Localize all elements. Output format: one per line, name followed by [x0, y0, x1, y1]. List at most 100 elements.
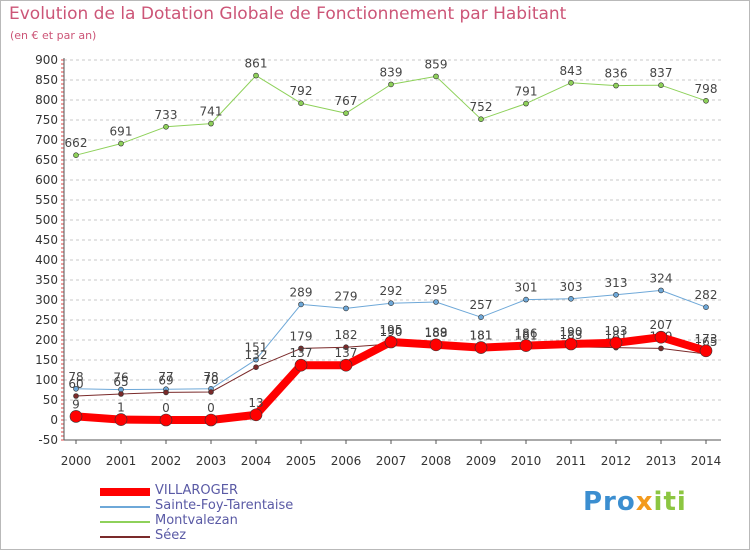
y-tick-label: 200	[35, 333, 58, 347]
data-label: 741	[200, 105, 223, 119]
legend-swatch	[100, 506, 150, 508]
data-label: 137	[335, 346, 358, 360]
data-point	[568, 80, 574, 86]
y-tick-label: 100	[35, 373, 58, 387]
data-point	[703, 304, 709, 311]
data-label: 76	[113, 371, 128, 385]
y-tick-label: 850	[35, 73, 58, 87]
data-point	[163, 124, 169, 130]
data-label: 188	[425, 326, 448, 340]
data-point	[658, 345, 664, 352]
data-label: 289	[290, 285, 313, 299]
data-label: 9	[72, 397, 80, 411]
data-point	[253, 364, 259, 371]
data-point	[253, 356, 259, 363]
data-point	[388, 81, 394, 88]
legend-label: Montvalezan	[155, 513, 238, 528]
data-label: 137	[290, 346, 313, 360]
data-point	[343, 305, 349, 312]
logo-part-2: x	[635, 487, 654, 517]
data-label: 195	[380, 323, 403, 337]
legend-item: Séez	[100, 528, 400, 544]
data-label: 179	[290, 329, 313, 343]
data-label: 292	[380, 284, 403, 298]
data-point	[519, 339, 533, 352]
data-label: 0	[207, 401, 215, 415]
logo-part-3: iti	[653, 487, 687, 517]
data-label: 767	[335, 94, 358, 108]
data-label: 78	[203, 370, 218, 384]
data-label: 798	[695, 82, 718, 96]
data-point	[523, 296, 529, 303]
data-point	[114, 413, 128, 426]
data-point	[208, 120, 214, 127]
x-tick-label: 2008	[421, 454, 452, 468]
y-tick-label: 350	[35, 273, 58, 287]
x-tick-label: 2013	[646, 454, 677, 468]
data-point	[204, 413, 218, 427]
data-point	[429, 338, 443, 352]
data-point	[609, 336, 623, 350]
data-point	[564, 337, 578, 351]
data-point	[478, 314, 484, 321]
legend-item: Sainte-Foy-Tarentaise	[100, 498, 400, 514]
data-point	[253, 72, 259, 79]
y-tick-label: 650	[35, 153, 58, 167]
data-label: 70	[203, 373, 218, 387]
data-label: 151	[245, 341, 268, 355]
data-label: 183	[560, 328, 583, 342]
data-label: 0	[162, 401, 170, 415]
x-tick-label: 2001	[106, 454, 137, 468]
chart-title: Evolution de la Dotation Globale de Fonc…	[9, 4, 567, 24]
x-tick-label: 2003	[196, 454, 227, 468]
data-label: 186	[515, 327, 538, 341]
data-point	[568, 295, 574, 302]
data-point	[73, 152, 79, 158]
data-label: 295	[425, 283, 448, 297]
data-label: 301	[515, 281, 538, 295]
data-point	[118, 140, 124, 147]
chart-subtitle: (en € et par an)	[10, 29, 97, 42]
legend-swatch	[100, 521, 150, 523]
data-label: 837	[650, 66, 673, 80]
data-label: 173	[695, 332, 718, 346]
data-label: 791	[515, 85, 538, 99]
legend-label: VILLAROGER	[155, 483, 238, 498]
data-point	[118, 391, 124, 397]
y-tick-label: 800	[35, 93, 58, 107]
y-tick-label: 50	[43, 393, 58, 407]
y-tick-label: 300	[35, 293, 58, 307]
data-label: 60	[68, 377, 83, 391]
data-point	[654, 330, 668, 344]
data-point	[298, 100, 304, 106]
data-label: 313	[605, 276, 628, 290]
data-label: 132	[245, 348, 268, 362]
y-tick-label: -50	[38, 433, 58, 447]
y-tick-label: 450	[35, 233, 58, 247]
x-tick-label: 2011	[556, 454, 587, 468]
data-label: 752	[470, 100, 493, 114]
legend-swatch	[100, 536, 150, 538]
data-label: 861	[245, 57, 268, 71]
data-label: 181	[515, 329, 538, 343]
data-point	[298, 345, 304, 352]
data-point	[384, 335, 398, 349]
data-label: 69	[158, 373, 173, 387]
y-tick-label: 700	[35, 133, 58, 147]
x-tick-label: 2004	[241, 454, 272, 468]
legend-item: Montvalezan	[100, 513, 400, 529]
data-point	[343, 344, 349, 351]
x-tick-label: 2000	[61, 454, 92, 468]
data-point	[73, 385, 79, 392]
data-label: 65	[113, 375, 128, 389]
y-tick-label: 900	[35, 53, 58, 67]
y-tick-label: 150	[35, 353, 58, 367]
legend-swatch	[100, 488, 150, 496]
y-tick-label: 250	[35, 313, 58, 327]
y-tick-label: 750	[35, 113, 58, 127]
data-label: 189	[425, 325, 448, 339]
data-label: 257	[470, 298, 493, 312]
data-point	[703, 98, 709, 104]
data-point	[163, 389, 169, 396]
